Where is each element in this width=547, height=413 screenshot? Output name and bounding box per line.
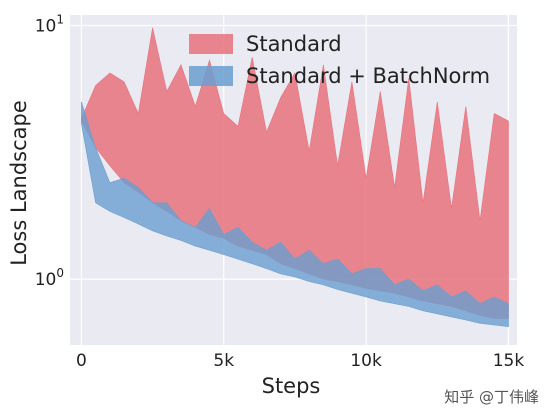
legend-swatch-standard — [189, 34, 233, 54]
legend-label-standard: Standard — [246, 32, 342, 56]
x-tick-label: 5k — [213, 351, 234, 371]
x-tick-label: 10k — [350, 351, 382, 371]
x-tick-label: 15k — [493, 351, 525, 371]
y-tick-label: 101 — [35, 12, 64, 36]
x-tick-label: 0 — [76, 351, 87, 371]
tick-labels: 0 5k 10k 15k 100 101 — [35, 12, 525, 371]
series-areas — [81, 27, 509, 327]
legend-swatch-batchnorm — [189, 66, 233, 86]
legend: Standard Standard + BatchNorm — [189, 32, 490, 88]
x-axis-label: Steps — [262, 374, 321, 398]
series-area-batchnorm — [81, 101, 509, 327]
legend-label-batchnorm: Standard + BatchNorm — [246, 64, 490, 88]
y-tick-label: 100 — [35, 266, 64, 290]
y-axis-label: Loss Landscape — [7, 100, 31, 266]
watermark-text: 知乎 @丁伟峰 — [444, 388, 539, 406]
